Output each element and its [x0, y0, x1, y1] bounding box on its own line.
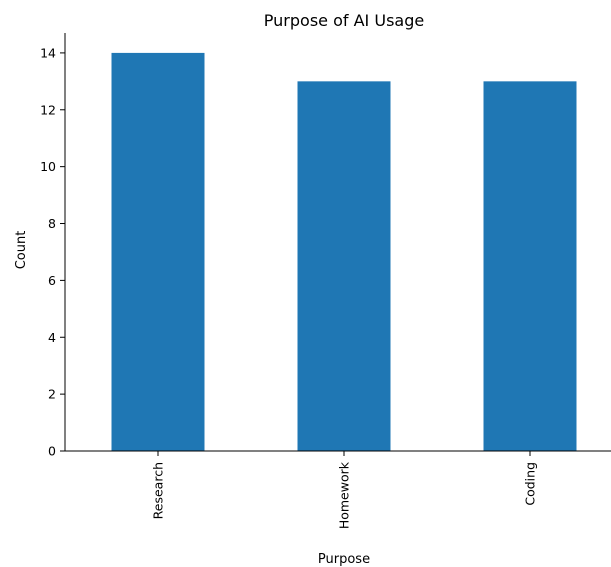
x-axis: Research Homework Coding [65, 450, 611, 529]
y-tick-label: 10 [40, 159, 56, 174]
x-tick-label-research: Research [151, 462, 166, 519]
y-tick-label: 0 [48, 444, 56, 459]
y-tick-label: 8 [48, 216, 56, 231]
y-tick-label: 12 [40, 102, 56, 117]
y-tick-label: 2 [48, 387, 56, 402]
y-tick-label: 4 [48, 330, 56, 345]
y-axis: 0 2 4 6 8 10 12 14 [40, 33, 66, 459]
y-tick-label: 6 [48, 273, 56, 288]
y-axis-label: Count [14, 231, 29, 270]
y-tick-label: 14 [40, 45, 56, 60]
chart-title: Purpose of AI Usage [264, 11, 424, 30]
bar-homework [297, 81, 391, 451]
x-tick-label-coding: Coding [523, 462, 538, 506]
x-axis-label: Purpose [318, 552, 370, 567]
bar-research [111, 52, 205, 452]
plot-area [111, 52, 577, 452]
bar-coding [483, 81, 577, 451]
x-tick-label-homework: Homework [337, 461, 352, 529]
